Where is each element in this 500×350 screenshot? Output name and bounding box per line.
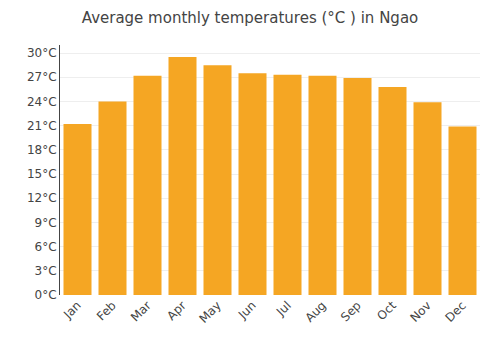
svg-text:May: May bbox=[196, 298, 223, 325]
svg-text:27°C: 27°C bbox=[27, 70, 57, 84]
svg-text:15°C: 15°C bbox=[27, 167, 57, 181]
svg-text:Feb: Feb bbox=[94, 298, 119, 323]
svg-text:Average monthly temperatures (: Average monthly temperatures (°C ) in Ng… bbox=[82, 9, 419, 27]
svg-text:3°C: 3°C bbox=[35, 264, 57, 278]
svg-text:12°C: 12°C bbox=[27, 191, 57, 205]
svg-text:0°C: 0°C bbox=[35, 288, 57, 302]
svg-text:21°C: 21°C bbox=[27, 119, 57, 133]
svg-text:Dec: Dec bbox=[443, 298, 469, 324]
svg-text:Sep: Sep bbox=[338, 298, 364, 324]
svg-text:Mar: Mar bbox=[128, 298, 154, 324]
svg-text:Oct: Oct bbox=[374, 298, 399, 323]
svg-text:24°C: 24°C bbox=[27, 95, 57, 109]
svg-text:Aug: Aug bbox=[302, 298, 328, 324]
svg-text:Apr: Apr bbox=[164, 298, 189, 323]
svg-text:Nov: Nov bbox=[407, 298, 433, 324]
svg-text:18°C: 18°C bbox=[27, 143, 57, 157]
svg-text:30°C: 30°C bbox=[27, 46, 57, 60]
svg-text:9°C: 9°C bbox=[35, 216, 57, 230]
svg-text:Jun: Jun bbox=[235, 298, 259, 322]
svg-text:Jul: Jul bbox=[273, 298, 294, 319]
svg-text:Jan: Jan bbox=[60, 298, 84, 322]
svg-text:6°C: 6°C bbox=[35, 240, 57, 254]
